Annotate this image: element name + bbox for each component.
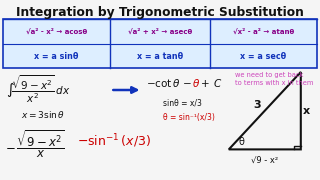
Text: √9 - x²: √9 - x²	[251, 156, 278, 165]
Text: √a² + x² → asecθ: √a² + x² → asecθ	[128, 28, 192, 35]
Text: x = a sinθ: x = a sinθ	[34, 52, 79, 61]
Text: Integration by Trigonometric Substitution: Integration by Trigonometric Substitutio…	[16, 6, 304, 19]
Text: we need to get back
to terms with x in them: we need to get back to terms with x in t…	[235, 72, 314, 86]
Text: $\,+\,C$: $\,+\,C$	[197, 76, 223, 89]
Text: $x = 3\sin\theta$: $x = 3\sin\theta$	[21, 109, 65, 120]
Text: 3: 3	[253, 100, 260, 110]
Text: x = a tanθ: x = a tanθ	[137, 52, 183, 61]
Bar	[3, 19, 317, 68]
Text: √x² - a² → atanθ: √x² - a² → atanθ	[233, 28, 294, 35]
Text: θ = sin⁻¹(x/3): θ = sin⁻¹(x/3)	[163, 113, 215, 122]
Text: $-\cot\theta\,-\,$: $-\cot\theta\,-\,$	[146, 76, 192, 89]
Text: $\theta$: $\theta$	[192, 76, 200, 89]
Text: sinθ = x/3: sinθ = x/3	[163, 98, 202, 107]
Text: $\int\!\dfrac{\sqrt{9-x^2}}{x^2}\,dx$: $\int\!\dfrac{\sqrt{9-x^2}}{x^2}\,dx$	[6, 73, 71, 105]
Text: $-\,\dfrac{\sqrt{9-x^2}}{x}$: $-\,\dfrac{\sqrt{9-x^2}}{x}$	[5, 129, 65, 160]
Text: x = a secθ: x = a secθ	[240, 52, 287, 61]
Text: x: x	[303, 106, 310, 116]
Text: $-\sin^{-1}(x/3)$: $-\sin^{-1}(x/3)$	[77, 133, 151, 150]
Text: √a² - x² → acosθ: √a² - x² → acosθ	[26, 28, 87, 35]
Text: θ: θ	[238, 137, 244, 147]
